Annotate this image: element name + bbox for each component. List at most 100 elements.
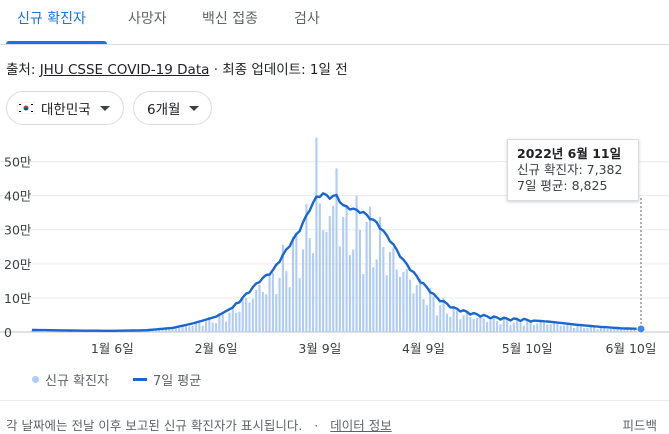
tab-new-cases[interactable]: 신규 확진자: [17, 11, 86, 27]
daily-case-bar: [181, 326, 184, 332]
daily-case-bar: [238, 311, 241, 332]
legend-line-label: 7일 평균: [152, 374, 202, 389]
daily-case-bar: [549, 323, 552, 332]
daily-case-bar: [452, 306, 455, 332]
daily-case-bar: [322, 230, 325, 332]
daily-case-bar: [352, 249, 355, 332]
daily-case-bar: [362, 274, 365, 332]
daily-case-bar: [465, 312, 469, 332]
selected-point-marker: [636, 324, 646, 334]
daily-case-bar: [609, 328, 612, 332]
daily-case-bar: [348, 255, 351, 332]
daily-case-bar: [184, 325, 187, 332]
daily-case-bar: [506, 318, 509, 332]
daily-case-bar: [221, 314, 224, 332]
daily-case-bar: [422, 299, 425, 332]
daily-case-bar: [64, 331, 67, 332]
daily-case-bar: [399, 276, 402, 332]
y-tick-label: 30만: [4, 223, 32, 238]
daily-case-bar: [261, 291, 264, 332]
daily-case-bar: [573, 327, 576, 332]
daily-case-bar: [308, 238, 311, 332]
daily-case-bar: [255, 289, 258, 332]
source-link[interactable]: JHU CSSE COVID-19 Data: [39, 62, 210, 78]
daily-case-bar: [305, 204, 308, 332]
daily-case-bar: [228, 312, 231, 332]
feedback-link[interactable]: 피드백: [622, 418, 657, 433]
active-tab-indicator: [6, 41, 107, 44]
region-dropdown[interactable]: 대한민국: [6, 91, 124, 125]
daily-case-bar: [425, 305, 428, 332]
daily-case-bar: [385, 275, 388, 332]
x-tick-label: 5월 10일: [502, 341, 553, 356]
daily-case-bar: [579, 324, 582, 332]
daily-case-bar: [542, 323, 545, 332]
daily-case-bar: [318, 203, 321, 332]
y-axis: 0 10만 20만 30만 40만 50만: [4, 155, 32, 340]
daily-case-bar: [613, 327, 616, 332]
chevron-down-icon: [99, 105, 110, 111]
daily-case-bar: [633, 329, 636, 332]
daily-case-bar: [405, 269, 408, 332]
x-tick-label: 3월 9일: [298, 341, 341, 356]
daily-case-bar: [302, 249, 305, 332]
daily-case-bar: [532, 325, 535, 332]
daily-case-bar: [54, 331, 57, 332]
daily-case-bar: [345, 205, 348, 332]
x-tick-label: 1월 6일: [91, 341, 134, 356]
daily-case-bar: [275, 294, 278, 332]
range-dropdown[interactable]: 6개월: [133, 91, 212, 125]
daily-case-bar: [569, 325, 572, 332]
daily-case-bar: [599, 327, 602, 332]
daily-case-bar: [355, 195, 358, 332]
daily-case-bar: [225, 321, 228, 332]
daily-case-bar: [194, 322, 197, 332]
tab-vaccinations[interactable]: 백신 접종: [202, 11, 258, 27]
data-info-link[interactable]: 데이터 정보: [330, 418, 392, 433]
daily-case-bar: [449, 316, 452, 332]
daily-case-bar: [499, 324, 502, 332]
daily-case-bar: [204, 321, 208, 332]
daily-case-bar: [519, 322, 522, 332]
daily-case-bar: [372, 267, 375, 332]
daily-case-bar: [429, 288, 432, 332]
daily-case-bar: [552, 323, 556, 332]
y-tick-label: 20만: [4, 257, 32, 272]
daily-case-bar: [335, 168, 338, 332]
daily-case-bar: [368, 206, 371, 332]
tab-tests[interactable]: 검사: [294, 11, 320, 27]
daily-case-bar: [489, 320, 492, 332]
daily-case-bar: [235, 312, 238, 332]
x-tick-label: 2월 6일: [195, 341, 238, 356]
daily-case-bar: [536, 323, 539, 332]
daily-case-bar: [41, 330, 44, 332]
daily-case-bar: [198, 322, 201, 332]
daily-case-bar: [482, 318, 485, 332]
daily-case-bar: [566, 323, 569, 332]
daily-case-bar: [492, 316, 495, 332]
daily-case-bar: [248, 302, 251, 332]
tooltip-date: 2022년 6월 11일: [517, 146, 622, 161]
footer-separator: ·: [314, 418, 319, 433]
daily-case-bar: [412, 293, 415, 332]
daily-case-bar: [459, 319, 462, 332]
cases-chart[interactable]: 1월 6일 2월 6일 3월 9일 4월 9일 5월 10일 6월 10일 0 10만 20만…: [0, 128, 669, 360]
daily-case-bar: [445, 313, 448, 332]
daily-case-bar: [402, 271, 405, 332]
daily-case-bar: [589, 325, 592, 332]
daily-case-bar: [576, 325, 579, 332]
daily-case-bar: [616, 328, 619, 332]
footer-text: 각 날짜에는 전날 이후 보고된 신규 확진자가 표시됩니다.: [6, 418, 303, 433]
tooltip-average: 7일 평균: 8,825: [517, 178, 608, 193]
daily-case-bar: [171, 328, 174, 332]
daily-case-bar: [435, 315, 438, 332]
daily-case-bar: [516, 317, 519, 332]
daily-case-bar: [476, 317, 479, 332]
daily-case-bar: [188, 326, 191, 332]
daily-case-bar: [161, 329, 164, 332]
daily-case-bar: [606, 328, 609, 332]
tab-deaths[interactable]: 사망자: [128, 11, 167, 27]
daily-case-bar: [191, 325, 194, 332]
daily-case-bar: [559, 325, 562, 332]
x-axis: 1월 6일 2월 6일 3월 9일 4월 9일 5월 10일 6월 10일: [91, 341, 657, 356]
